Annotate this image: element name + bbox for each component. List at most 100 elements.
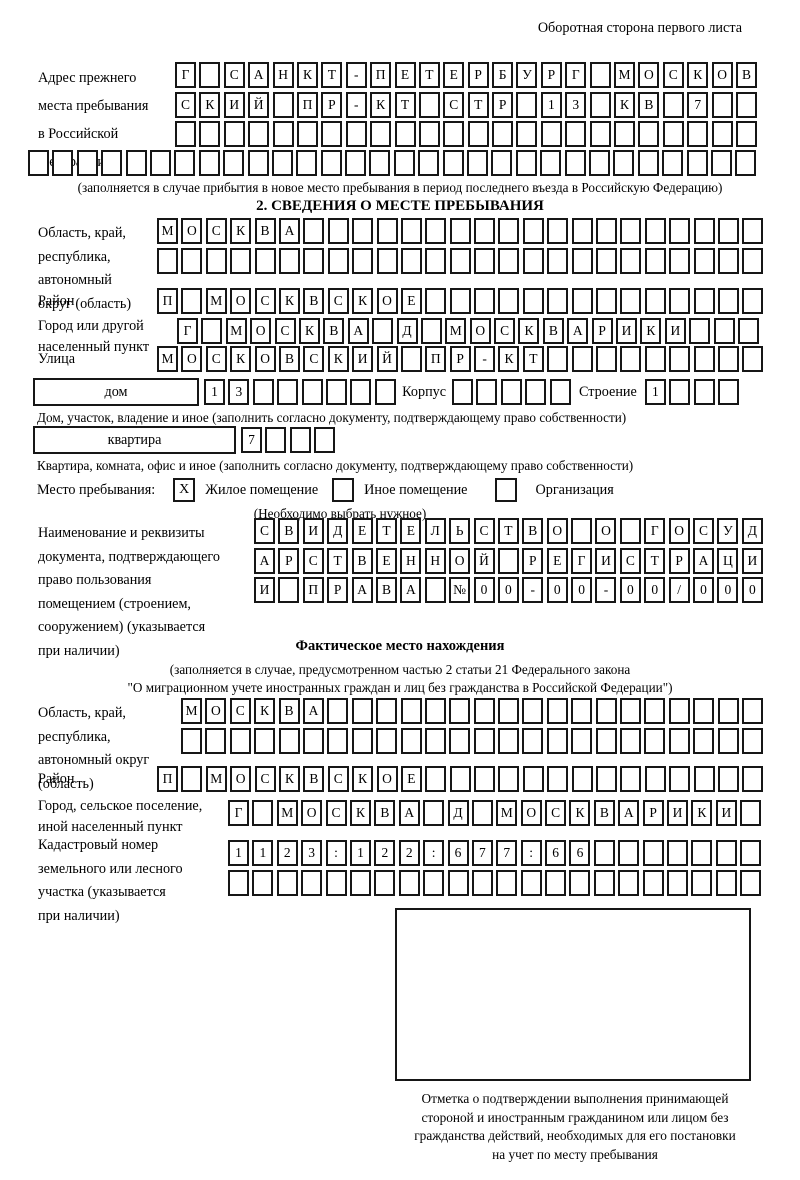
char-cell[interactable]: 0 xyxy=(473,577,495,604)
char-cell[interactable]: Р xyxy=(642,800,664,826)
char-cell[interactable] xyxy=(737,318,759,344)
char-cell[interactable] xyxy=(691,869,713,896)
char-cell[interactable]: 2 xyxy=(398,840,420,866)
char-cell[interactable] xyxy=(418,121,440,148)
char-cell[interactable]: С xyxy=(223,62,245,88)
char-cell[interactable]: И xyxy=(595,547,617,574)
char-cell[interactable]: А xyxy=(693,547,715,574)
char-cell[interactable]: И xyxy=(715,800,737,826)
char-cell[interactable] xyxy=(301,869,323,896)
char-cell[interactable]: С xyxy=(302,547,324,574)
char-cell[interactable] xyxy=(345,150,367,176)
char-cell[interactable] xyxy=(296,150,318,176)
char-cell[interactable] xyxy=(516,91,538,118)
char-cell[interactable] xyxy=(549,379,571,405)
char-cell[interactable] xyxy=(352,218,374,244)
char-cell[interactable] xyxy=(393,150,415,176)
char-cell[interactable] xyxy=(693,379,715,405)
char-cell[interactable] xyxy=(229,727,251,754)
char-cell[interactable] xyxy=(247,150,269,176)
char-cell[interactable] xyxy=(571,698,593,724)
char-cell[interactable]: 7 xyxy=(471,840,493,866)
char-cell[interactable]: П xyxy=(302,577,324,604)
char-cell[interactable] xyxy=(589,62,611,88)
char-cell[interactable] xyxy=(449,727,471,754)
char-cell[interactable]: Д xyxy=(447,800,469,826)
char-cell[interactable]: В xyxy=(303,288,325,314)
char-cell[interactable]: К xyxy=(687,62,709,88)
char-cell[interactable]: И xyxy=(223,91,245,118)
char-cell[interactable]: Е xyxy=(394,62,416,88)
char-cell[interactable]: О xyxy=(469,318,491,344)
char-cell[interactable] xyxy=(498,727,520,754)
char-cell[interactable] xyxy=(687,121,709,148)
char-cell[interactable]: 3 xyxy=(565,91,587,118)
char-cell[interactable]: В xyxy=(542,318,564,344)
char-cell[interactable] xyxy=(717,346,739,372)
char-cell[interactable]: И xyxy=(352,346,374,372)
char-cell[interactable] xyxy=(449,766,471,792)
char-cell[interactable]: М xyxy=(225,318,247,344)
char-cell[interactable] xyxy=(201,318,223,344)
char-cell[interactable]: Й xyxy=(473,547,495,574)
char-cell[interactable] xyxy=(276,869,298,896)
char-cell[interactable]: О xyxy=(520,800,542,826)
char-cell[interactable] xyxy=(498,247,520,274)
char-cell[interactable] xyxy=(644,247,666,274)
char-cell[interactable] xyxy=(301,379,323,405)
char-cell[interactable] xyxy=(223,121,245,148)
char-cell[interactable] xyxy=(248,121,270,148)
char-cell[interactable]: А xyxy=(351,577,373,604)
char-cell[interactable] xyxy=(447,869,469,896)
char-cell[interactable]: С xyxy=(175,91,196,118)
char-cell[interactable] xyxy=(735,150,757,176)
char-cell[interactable] xyxy=(223,150,245,176)
char-cell[interactable] xyxy=(669,218,691,244)
char-cell[interactable]: С xyxy=(205,218,227,244)
char-cell[interactable]: И xyxy=(302,518,324,544)
char-cell[interactable]: Й xyxy=(376,346,398,372)
char-cell[interactable]: О xyxy=(301,800,323,826)
char-cell[interactable] xyxy=(619,518,641,544)
char-cell[interactable] xyxy=(327,698,349,724)
char-cell[interactable]: Е xyxy=(400,288,422,314)
char-cell[interactable]: С xyxy=(662,62,684,88)
char-cell[interactable]: С xyxy=(274,318,296,344)
char-cell[interactable] xyxy=(637,150,659,176)
char-cell[interactable] xyxy=(669,766,691,792)
char-cell[interactable]: В xyxy=(375,577,397,604)
char-cell[interactable] xyxy=(565,121,587,148)
char-cell[interactable]: Т xyxy=(644,547,666,574)
char-cell[interactable]: Б xyxy=(492,62,514,88)
char-cell[interactable] xyxy=(642,869,664,896)
char-cell[interactable] xyxy=(662,121,684,148)
char-cell[interactable]: К xyxy=(349,800,371,826)
char-cell[interactable] xyxy=(520,869,542,896)
char-cell[interactable]: В xyxy=(323,318,345,344)
char-cell[interactable] xyxy=(711,121,733,148)
char-cell[interactable] xyxy=(596,288,618,314)
char-cell[interactable]: О xyxy=(546,518,568,544)
char-cell[interactable] xyxy=(272,91,294,118)
char-cell[interactable] xyxy=(715,840,737,866)
char-cell[interactable] xyxy=(228,869,249,896)
char-cell[interactable]: А xyxy=(254,547,275,574)
confirmation-stamp-box[interactable] xyxy=(395,908,751,1081)
char-cell[interactable] xyxy=(425,247,447,274)
char-cell[interactable] xyxy=(423,869,445,896)
char-cell[interactable]: К xyxy=(199,91,221,118)
char-cell[interactable]: Ц xyxy=(717,547,739,574)
char-cell[interactable] xyxy=(252,869,274,896)
char-cell[interactable] xyxy=(595,727,617,754)
char-cell[interactable]: 1 xyxy=(349,840,371,866)
char-cell[interactable] xyxy=(667,840,689,866)
char-cell[interactable] xyxy=(278,577,300,604)
char-cell[interactable] xyxy=(491,150,513,176)
char-cell[interactable]: А xyxy=(618,800,640,826)
char-cell[interactable]: П xyxy=(157,288,178,314)
char-cell[interactable]: А xyxy=(248,62,270,88)
char-cell[interactable] xyxy=(376,218,398,244)
char-cell[interactable] xyxy=(498,698,520,724)
char-cell[interactable] xyxy=(449,218,471,244)
char-cell[interactable] xyxy=(265,427,287,453)
